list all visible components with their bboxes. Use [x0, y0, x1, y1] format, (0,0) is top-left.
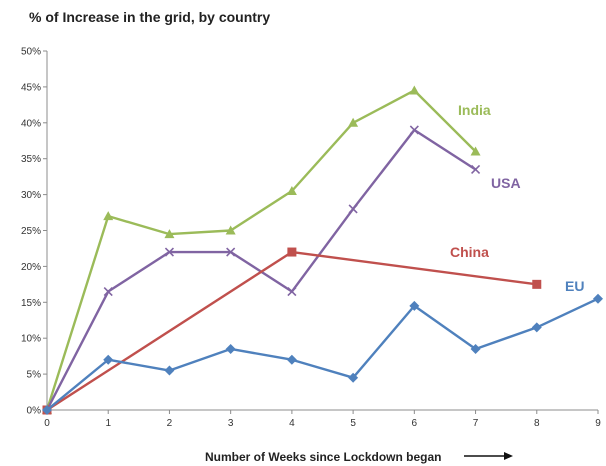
x-axis-label: Number of Weeks since Lockdown began — [205, 450, 442, 464]
data-point-india — [470, 146, 481, 156]
x-axis-arrow-icon — [464, 452, 513, 460]
data-point-india — [164, 229, 175, 239]
series-china — [42, 247, 542, 415]
x-tick-label: 8 — [534, 418, 540, 429]
series-label-india: India — [458, 102, 491, 118]
data-point-eu — [42, 405, 52, 415]
series-line-india — [45, 89, 477, 411]
data-point-china — [532, 279, 542, 289]
data-point-india — [286, 186, 297, 196]
data-point-usa — [103, 286, 113, 297]
data-point-india — [225, 225, 236, 235]
data-point-india — [103, 211, 114, 221]
x-tick-label: 3 — [228, 418, 234, 429]
x-tick-label: 7 — [473, 418, 479, 429]
data-point-eu — [286, 354, 297, 365]
y-tick-label: 35% — [21, 154, 41, 165]
data-point-eu — [470, 343, 481, 354]
data-point-usa — [348, 204, 358, 214]
y-tick-label: 30% — [21, 190, 41, 201]
x-tick-label: 5 — [350, 418, 356, 429]
chart-title: % of Increase in the grid, by country — [29, 9, 271, 25]
x-tick-label: 0 — [44, 418, 50, 429]
y-tick-label: 25% — [21, 226, 41, 237]
series-label-usa: USA — [491, 175, 521, 191]
series-layer — [42, 85, 603, 415]
data-point-eu — [103, 354, 114, 365]
series-india — [42, 85, 481, 414]
data-point-usa — [409, 125, 419, 135]
y-axis-ticks: 0% 5% 10% 15% 20% 25% 30% 35% 40% 45% 50% — [21, 47, 47, 417]
y-tick-label: 10% — [21, 334, 41, 345]
x-tick-label: 1 — [105, 418, 111, 429]
series-line-eu — [46, 297, 599, 411]
data-point-india — [348, 117, 359, 127]
data-point-china — [287, 247, 297, 257]
y-tick-label: 20% — [21, 262, 41, 273]
series-labels: India USA China EU — [450, 102, 584, 294]
data-point-eu — [225, 343, 236, 354]
y-tick-label: 50% — [21, 47, 41, 58]
series-label-eu: EU — [565, 278, 584, 294]
data-point-eu — [348, 372, 359, 383]
x-tick-label: 6 — [412, 418, 418, 429]
series-line-china — [46, 250, 537, 412]
data-point-usa — [470, 164, 481, 175]
data-point-eu — [593, 293, 603, 304]
y-tick-label: 45% — [21, 82, 41, 93]
x-axis-ticks: 0 1 2 3 4 5 6 7 8 9 — [44, 410, 601, 429]
y-tick-label: 0% — [27, 406, 42, 417]
x-tick-label: 4 — [289, 418, 295, 429]
series-label-china: China — [450, 244, 489, 260]
series-eu — [42, 293, 603, 415]
data-point-usa — [287, 286, 297, 297]
data-point-usa — [164, 247, 175, 257]
x-tick-label: 2 — [167, 418, 173, 429]
y-tick-label: 40% — [21, 118, 41, 129]
x-tick-label: 9 — [595, 418, 601, 429]
data-point-eu — [531, 322, 542, 333]
y-tick-label: 5% — [27, 370, 42, 381]
y-tick-label: 15% — [21, 298, 41, 309]
data-point-india — [409, 85, 420, 95]
data-point-usa — [226, 247, 236, 257]
data-point-eu — [409, 300, 420, 311]
data-point-eu — [164, 365, 175, 376]
